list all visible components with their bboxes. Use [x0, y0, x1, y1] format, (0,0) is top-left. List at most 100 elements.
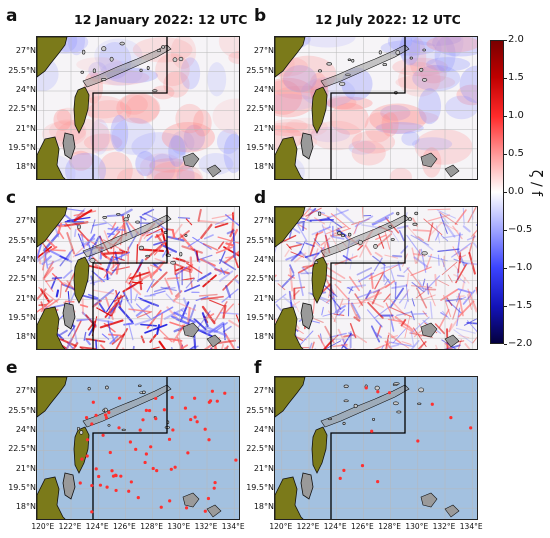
islet [343, 384, 349, 388]
islet [102, 215, 108, 219]
vorticity-filament [109, 300, 123, 314]
map-svg-f [275, 377, 477, 519]
study-region-boundary [330, 37, 406, 179]
islet [170, 260, 176, 265]
islet [345, 73, 351, 77]
study-region-boundary [92, 377, 168, 519]
islet [419, 67, 424, 72]
islet [347, 232, 352, 237]
vorticity-filament [167, 235, 185, 242]
vorticity-filament [77, 233, 85, 248]
y-tick-label: 25.5°N [8, 405, 36, 415]
y-tick-label: 27°N [15, 386, 36, 396]
vorticity-filament [311, 341, 315, 349]
islet [135, 220, 140, 224]
eddy-center-marker [215, 399, 219, 403]
vorticity-filament [411, 316, 430, 334]
vorticity-filament [79, 233, 97, 246]
vorticity-filament [466, 235, 477, 241]
vorticity-blob [139, 153, 184, 179]
vorticity-filament [332, 227, 352, 236]
islet [407, 217, 412, 222]
vorticity-blob [131, 132, 188, 162]
vorticity-filament [72, 321, 78, 344]
land-island [300, 132, 314, 160]
eddy-center-marker [376, 480, 380, 484]
vorticity-filament [462, 225, 471, 233]
vorticity-filament [443, 344, 461, 349]
vorticity-filament [51, 249, 66, 252]
vorticity-filament [345, 348, 352, 349]
vorticity-filament [458, 254, 467, 259]
vorticity-filament [172, 300, 197, 311]
eddy-center-marker [144, 452, 148, 456]
vorticity-filament [99, 319, 124, 329]
vorticity-filament [457, 339, 462, 349]
vorticity-filament [103, 270, 109, 279]
vorticity-filament [417, 236, 425, 242]
island-se [206, 334, 222, 348]
vorticity-filament [348, 286, 354, 294]
vorticity-filament [235, 314, 239, 324]
vorticity-filament [106, 213, 125, 218]
vorticity-blob [183, 124, 205, 151]
panel-label-d: d [254, 188, 267, 208]
islet [341, 233, 345, 238]
vorticity-blob [326, 95, 357, 110]
vorticity-blob [67, 37, 86, 56]
vorticity-filament [289, 264, 295, 274]
vorticity-blob [153, 169, 202, 179]
vorticity-filament [82, 294, 101, 301]
vorticity-filament [383, 293, 392, 303]
colorbar-tick-mark [504, 344, 507, 345]
vorticity-filament [413, 256, 429, 268]
study-region-boundary [330, 377, 406, 519]
vorticity-filament [356, 267, 373, 276]
vorticity-filament [372, 216, 390, 226]
vorticity-filament [384, 254, 399, 259]
vorticity-filament [139, 298, 160, 307]
vorticity-filament [317, 334, 327, 349]
eddy-center-marker [105, 485, 109, 489]
vorticity-filament [215, 246, 233, 254]
vorticity-blob [176, 165, 195, 179]
land-taiwan [73, 256, 90, 304]
vorticity-blob [381, 111, 439, 125]
islet [179, 251, 183, 257]
vorticity-filament [122, 279, 144, 293]
vorticity-filament [411, 298, 415, 307]
vorticity-filament [55, 289, 60, 298]
vorticity-filament [197, 208, 202, 222]
islet [317, 211, 322, 217]
vorticity-filament [453, 273, 461, 278]
islet [79, 430, 84, 435]
vorticity-filament [226, 229, 236, 235]
islet [137, 384, 142, 387]
colorbar-tick-label: 1.0 [508, 110, 524, 121]
vorticity-filament [301, 266, 310, 275]
vorticity-filament [138, 269, 158, 282]
map-panel-e [36, 376, 240, 520]
vorticity-filament [140, 335, 145, 344]
vorticity-filament [452, 225, 463, 240]
vorticity-filament [128, 308, 151, 313]
vorticity-filament [43, 260, 54, 279]
land-mainland [275, 377, 306, 418]
vorticity-filament [136, 244, 139, 264]
vorticity-filament [420, 345, 423, 349]
y-tick-label: 27°N [253, 386, 274, 396]
vorticity-filament [225, 256, 234, 259]
eddy-center-marker [207, 438, 211, 442]
eddy-center-marker [338, 476, 342, 480]
vorticity-filament [406, 225, 418, 239]
vorticity-filament [149, 334, 157, 343]
vorticity-filament [398, 293, 408, 304]
vorticity-blob [401, 131, 420, 146]
vorticity-filament [323, 284, 338, 297]
vorticity-filament [225, 242, 235, 247]
vorticity-filament [427, 208, 451, 211]
vorticity-filament [119, 296, 124, 306]
vorticity-filament [126, 281, 142, 296]
vorticity-filament [294, 252, 307, 263]
vorticity-filament [347, 286, 354, 292]
